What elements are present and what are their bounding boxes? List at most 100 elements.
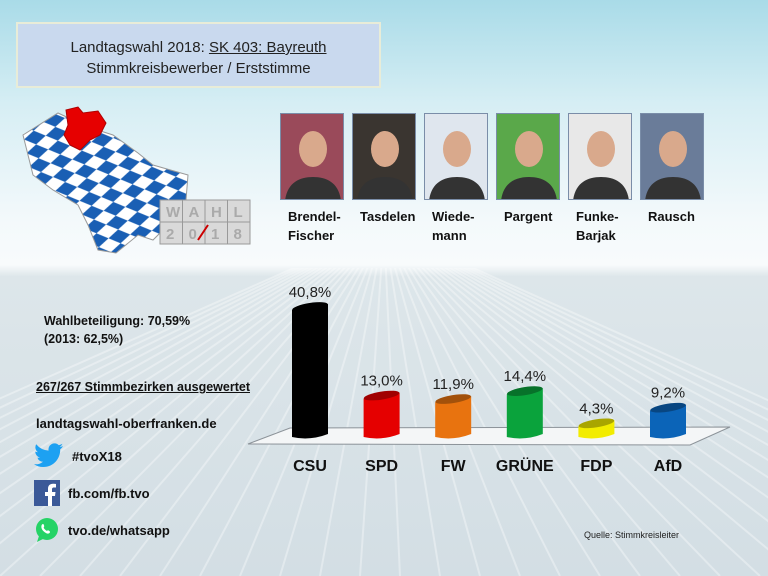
ray [0, 268, 328, 495]
candidate-name: Brendel- Fischer [288, 207, 341, 245]
ray [0, 268, 310, 431]
bar-spd: 13,0% SPD [360, 373, 403, 475]
candidate-name-line1: Tasdelen [360, 209, 416, 224]
bar-afd: 9,2% AfD [650, 385, 686, 475]
logo-letter: L [234, 204, 243, 221]
candidate-photo [352, 113, 416, 200]
twitter-handle: #tvoX18 [72, 448, 122, 464]
bar-cap [363, 390, 400, 401]
ray [319, 268, 378, 576]
logo-letter: H [211, 204, 222, 221]
twitter-row[interactable]: #tvoX18 [34, 443, 122, 469]
facebook-link: fb.com/fb.tvo [68, 485, 150, 501]
ray [0, 268, 324, 475]
ray [457, 268, 768, 433]
candidate-name-line1: Funke- [576, 209, 619, 224]
ray [0, 268, 333, 518]
logo-letter: 1 [211, 226, 219, 243]
ray [159, 268, 360, 576]
candidate-photo [496, 113, 560, 200]
ray [452, 268, 768, 447]
bar-grüne: 14,4% GRÜNE [496, 368, 554, 475]
ray [393, 268, 481, 576]
bar [506, 388, 543, 439]
ray [0, 268, 342, 576]
bar [650, 404, 686, 439]
bar-cap [650, 402, 686, 413]
bar-fw: 11,9% FW [432, 376, 473, 475]
ray [39, 268, 346, 576]
ray [0, 268, 306, 419]
candidate-name-line1: Brendel- [288, 209, 341, 224]
background-rays [0, 268, 768, 576]
ray [439, 268, 768, 499]
category-label: CSU [293, 458, 327, 475]
candidate-name: Pargent [504, 207, 552, 226]
bar-cap [292, 302, 328, 312]
ray [279, 268, 374, 576]
logo-letter: W [166, 204, 181, 221]
turnout: Wahlbeteiligung: 70,59% [44, 314, 191, 328]
candidate-name: Wiede-mann [432, 207, 475, 245]
website-link[interactable]: landtagswahl-oberfranken.de [36, 416, 217, 431]
category-label: AfD [654, 458, 682, 475]
ray [430, 268, 768, 551]
bar [292, 304, 328, 439]
bar-fdp: 4,3% FDP [578, 400, 615, 475]
subtitle: Stimmkreisbewerber / Erststimme [86, 60, 311, 77]
bar-cap [578, 418, 615, 429]
data-label: 40,8% [289, 284, 332, 301]
ray [466, 268, 768, 411]
logo-letter: A [189, 204, 200, 221]
data-label: 9,2% [651, 385, 685, 402]
logo-letter: 2 [166, 226, 174, 243]
turnout-previous: (2013: 62,5%) [44, 332, 124, 346]
ray [461, 268, 768, 422]
whatsapp-link: tvo.de/whatsapp [68, 522, 170, 538]
bar [435, 396, 472, 439]
bavaria-map-logo: W A H L 2 0 1 8 [22, 106, 251, 254]
ray [403, 268, 561, 576]
bar-csu: 40,8% CSU [289, 284, 332, 475]
ray [389, 268, 441, 576]
ray [443, 268, 768, 479]
bar-cap [435, 394, 471, 404]
twitter-icon [34, 443, 63, 467]
ray [0, 268, 319, 458]
facebook-row[interactable]: fb.com/fb.tvo [34, 480, 150, 506]
districts-counted: 267/267 Stimmbezirken ausgewertet [36, 380, 250, 394]
candidate-name: Tasdelen [360, 207, 415, 226]
whatsapp-icon [36, 518, 58, 542]
ray [470, 268, 768, 402]
category-label: FW [441, 458, 467, 475]
whatsapp-row[interactable]: tvo.de/whatsapp [34, 517, 170, 543]
candidate-name-line1: Pargent [504, 209, 553, 224]
logo-letter: 0 [189, 226, 197, 243]
category-label: SPD [365, 458, 398, 475]
data-label: 11,9% [432, 376, 473, 393]
candidate-name-line2: mann [432, 228, 467, 243]
ray [448, 268, 768, 462]
title-box: Landtagswahl 2018: SK 403: Bayreuth Stim… [16, 22, 381, 88]
category-label: GRÜNE [496, 456, 554, 475]
logo-letter: 8 [234, 226, 242, 243]
candidate-photo [568, 113, 632, 200]
wahl-2018-cubes: W A H L 2 0 1 8 [159, 199, 251, 245]
candidate-photo [640, 113, 704, 200]
title: Landtagswahl 2018: [70, 39, 209, 56]
title-link[interactable]: SK 403: Bayreuth [208, 39, 327, 56]
bar [363, 392, 400, 439]
ray [0, 268, 337, 545]
candidate-name-line1: Wiede- [432, 209, 475, 224]
candidate-photo [280, 113, 344, 200]
ray [421, 268, 721, 576]
ray [0, 268, 315, 444]
ray [0, 268, 301, 409]
ray [434, 268, 768, 523]
ray [0, 268, 297, 400]
ray [79, 268, 351, 576]
ray [119, 268, 355, 576]
candidate-name-line2: Fischer [288, 228, 335, 243]
candidate-name-line2: Barjak [576, 228, 616, 243]
category-label: FDP [580, 458, 612, 475]
